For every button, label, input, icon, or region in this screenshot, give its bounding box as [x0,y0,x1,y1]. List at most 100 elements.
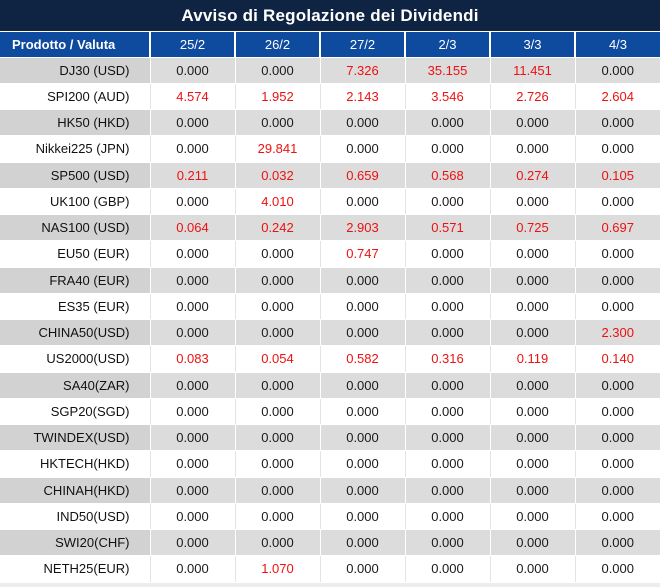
product-cell: HK50 (HKD) [0,109,150,137]
dividend-value-cell: 0.000 [489,267,575,294]
dividend-value-cell: 0.000 [574,188,660,216]
table-row: CHINA50(USD) 0.000 0.000 0.000 0.000 0.000 2.3… [0,319,660,347]
dividend-value-cell: 0.000 [149,57,235,84]
dividend-value-cell: 0.000 [489,529,575,557]
dividend-value-cell: 0.000 [489,424,575,452]
dividend-value-cell: 0.000 [489,319,575,347]
dividend-value-cell: 0.000 [489,188,575,216]
dividend-value-cell: 0.000 [234,503,320,531]
dividend-value-cell: 0.000 [404,529,490,557]
table-row: NETH25(EUR) 0.000 1.070 0.000 0.000 0.000 0.00… [0,555,660,583]
dividend-value-cell: 0.000 [489,555,575,583]
dividend-value-cell: 0.000 [404,503,490,531]
dividend-value-cell: 0.000 [149,319,235,347]
dividend-value-cell: 0.000 [404,293,490,321]
dividend-value-cell: 0.000 [149,240,235,268]
table-row: ES35 (EUR) 0.000 0.000 0.000 0.000 0.000 0.000 [0,293,660,321]
dividend-value-cell: 0.000 [404,135,490,163]
dividend-value-cell: 0.000 [234,57,320,84]
dividend-value-cell: 0.000 [489,503,575,531]
dividend-value-cell: 2.903 [319,214,405,242]
dividend-value-cell: 0.000 [574,240,660,268]
dividend-value-cell: 0.000 [574,109,660,137]
product-cell: SGP20(SGD) [0,398,150,426]
table-row: SWI20(CHF) 0.000 0.000 0.000 0.000 0.000 0.000 [0,529,660,557]
dividend-value-cell: 11.451 [489,57,575,84]
table-row: SGP20(SGD) 0.000 0.000 0.000 0.000 0.000 0.000 [0,398,660,426]
dividend-value-cell: 0.725 [489,214,575,242]
dividend-value-cell: 0.083 [149,345,235,373]
dividend-value-cell: 0.000 [319,135,405,163]
dividend-value-cell: 0.000 [149,372,235,399]
table-body: DJ30 (USD) 0.000 0.000 7.326 35.155 11.451 0.0… [0,57,660,583]
dividend-value-cell: 0.000 [319,109,405,137]
dividend-value-cell: 0.000 [319,372,405,399]
table-row: US2000(USD) 0.083 0.054 0.582 0.316 0.119 0.14… [0,345,660,373]
dividend-value-cell: 0.000 [234,477,320,504]
dividend-value-cell: 0.582 [319,345,405,373]
product-cell: CHINA50(USD) [0,319,150,347]
dividend-value-cell: 0.000 [234,424,320,452]
dividend-value-cell: 2.604 [574,83,660,111]
dividend-value-cell: 0.747 [319,240,405,268]
product-cell: ES35 (EUR) [0,293,150,321]
dividend-value-cell: 0.000 [149,293,235,321]
dividend-value-cell: 3.546 [404,83,490,111]
dividend-value-cell: 0.000 [234,319,320,347]
dividend-value-cell: 0.000 [149,529,235,557]
table-row: SP500 (USD) 0.211 0.032 0.659 0.568 0.274 0.10… [0,162,660,189]
dividend-value-cell: 0.000 [319,503,405,531]
table-row: UK100 (GBP) 0.000 4.010 0.000 0.000 0.000 0.00… [0,188,660,216]
dividend-value-cell: 0.242 [234,214,320,242]
dividend-value-cell: 0.064 [149,214,235,242]
dividend-value-cell: 7.326 [319,57,405,84]
dividend-value-cell: 0.000 [404,188,490,216]
dividend-value-cell: 0.000 [234,529,320,557]
table-row: HK50 (HKD) 0.000 0.000 0.000 0.000 0.000 0.000 [0,109,660,137]
dividend-value-cell: 0.000 [404,555,490,583]
dividend-value-cell: 4.010 [234,188,320,216]
product-cell: SPI200 (AUD) [0,83,150,111]
column-header-product: Prodotto / Valuta [0,32,150,58]
dividend-value-cell: 0.000 [234,398,320,426]
table-header-row: Prodotto / Valuta 25/2 26/2 27/2 2/3 3/3 4/3 [0,32,660,58]
dividend-value-cell: 0.697 [574,214,660,242]
product-cell: TWINDEX(USD) [0,424,150,452]
dividend-value-cell: 0.000 [489,477,575,504]
dividend-value-cell: 0.000 [404,267,490,294]
dividend-value-cell: 0.000 [149,503,235,531]
dividend-value-cell: 0.000 [149,450,235,478]
dividend-value-cell: 0.000 [234,109,320,137]
dividend-value-cell: 0.568 [404,162,490,189]
dividend-value-cell: 0.571 [404,214,490,242]
dividend-value-cell: 4.574 [149,83,235,111]
product-cell: SP500 (USD) [0,162,150,189]
table-row: FRA40 (EUR) 0.000 0.000 0.000 0.000 0.000 0.00… [0,267,660,294]
dividend-value-cell: 0.000 [319,424,405,452]
product-cell: CHINAH(HKD) [0,477,150,504]
table-row: Nikkei225 (JPN) 0.000 29.841 0.000 0.000 0.00… [0,135,660,163]
dividend-value-cell: 0.000 [574,555,660,583]
dividend-value-cell: 0.000 [149,188,235,216]
dividend-value-cell: 0.000 [319,398,405,426]
dividend-value-cell: 0.000 [319,529,405,557]
dividend-value-cell: 0.000 [574,135,660,163]
dividend-value-cell: 0.000 [404,372,490,399]
product-cell: IND50(USD) [0,503,150,531]
dividend-value-cell: 0.000 [234,293,320,321]
dividend-value-cell: 0.211 [149,162,235,189]
dividend-value-cell: 0.000 [489,135,575,163]
dividend-value-cell: 0.000 [489,450,575,478]
dividend-value-cell: 0.000 [574,477,660,504]
dividend-value-cell: 0.000 [574,503,660,531]
dividend-value-cell: 0.000 [319,555,405,583]
table-row: DJ30 (USD) 0.000 0.000 7.326 35.155 11.451 0.0… [0,57,660,84]
dividend-value-cell: 0.000 [574,398,660,426]
dividend-value-cell: 0.000 [404,477,490,504]
dividend-value-cell: 0.000 [319,267,405,294]
page-title: Avviso di Regolazione dei Dividendi [0,0,660,32]
dividend-value-cell: 0.000 [404,319,490,347]
dividend-value-cell: 0.000 [404,450,490,478]
column-header-date: 25/2 [149,32,235,58]
dividend-value-cell: 0.000 [489,398,575,426]
